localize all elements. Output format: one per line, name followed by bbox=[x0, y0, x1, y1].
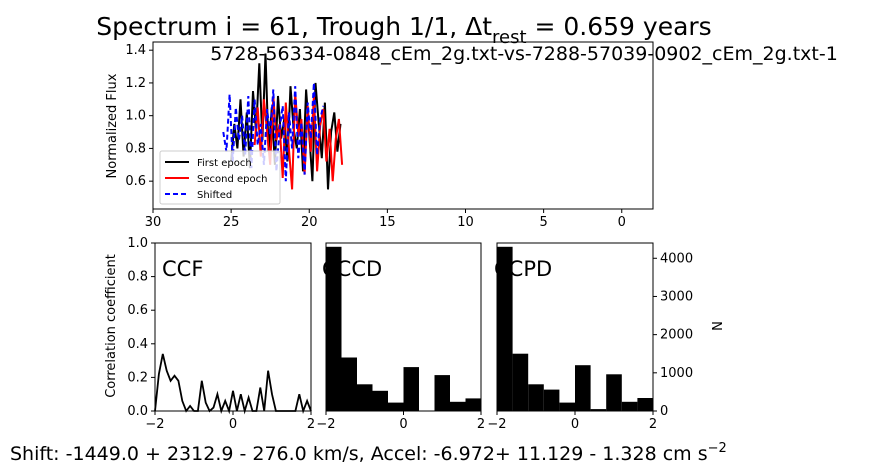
cccd-ticks: −2 0 2 bbox=[316, 411, 485, 432]
spectrum-xtick-label: 10 bbox=[457, 215, 474, 230]
ccpd-xtick-label: 0 bbox=[571, 417, 579, 432]
cccd-histogram bbox=[326, 246, 481, 411]
cccd-xtick-label: 2 bbox=[477, 417, 485, 432]
ccpd-ytick-label: 2000 bbox=[660, 328, 693, 343]
ccf-xtick-label: −2 bbox=[145, 417, 164, 432]
ccpd-bar bbox=[606, 374, 622, 411]
spectrum-xtick-label: 0 bbox=[618, 215, 626, 230]
cccd-bar bbox=[434, 375, 450, 411]
legend: First epoch Second epoch Shifted bbox=[159, 150, 281, 205]
spectrum-axes-frame bbox=[152, 41, 654, 210]
cccd-bar bbox=[450, 401, 466, 411]
title-subscript: rest bbox=[492, 27, 527, 48]
ccpd-bar bbox=[637, 398, 653, 411]
spectrum-xtick-label: 20 bbox=[301, 215, 318, 230]
spectrum-ytick-label: 0.8 bbox=[125, 141, 146, 156]
ccf-ylabel: Correlation coefficient bbox=[104, 254, 119, 398]
ccpd-bar bbox=[621, 401, 638, 411]
ccf-ytick-label: 0.8 bbox=[127, 270, 148, 285]
cccd-bar bbox=[326, 246, 342, 411]
ccpd-bar bbox=[497, 246, 513, 411]
ccpd-bar bbox=[512, 353, 529, 411]
cccd-xtick-label: 0 bbox=[399, 417, 407, 432]
ccf-axes-frame bbox=[154, 242, 312, 412]
cccd-bar bbox=[388, 402, 404, 411]
cccd-panel: −2 0 2 CCCD bbox=[316, 242, 485, 432]
ccf-series bbox=[154, 353, 312, 415]
ccf-line bbox=[154, 353, 312, 415]
ccpd-axes-frame bbox=[496, 242, 654, 412]
legend-box bbox=[159, 150, 281, 205]
ccpd-xtick-label: 2 bbox=[649, 417, 657, 432]
spectrum-ylabel: Normalized Flux bbox=[105, 73, 120, 178]
ccf-ytick-label: 0.2 bbox=[127, 370, 148, 385]
legend-label-shifted: Shifted bbox=[197, 190, 232, 201]
ccpd-bar bbox=[528, 384, 544, 411]
ccf-panel-label: CCF bbox=[162, 257, 203, 281]
spectrum-xtick-label: 15 bbox=[379, 215, 396, 230]
cccd-bar bbox=[465, 398, 481, 411]
footer-superscript: −2 bbox=[708, 441, 727, 456]
ccf-ytick-label: 1.0 bbox=[127, 236, 148, 251]
cccd-panel-label: CCCD bbox=[322, 257, 382, 281]
spectrum-ytick-label: 0.6 bbox=[125, 174, 146, 189]
cccd-bar bbox=[403, 367, 419, 411]
spectrum-panel: 5728-56334-0848_cEm_2g.txt-vs-7288-57039… bbox=[105, 41, 838, 230]
spectrum-subtitle: 5728-56334-0848_cEm_2g.txt-vs-7288-57039… bbox=[210, 43, 838, 65]
spectrum-xtick-label: 5 bbox=[539, 215, 547, 230]
ccf-panel: Correlation coefficient −2 0 2 0.0 0.2 0.4 0.6… bbox=[104, 236, 315, 432]
ccpd-bar bbox=[575, 365, 591, 411]
spectrum-xtick-label: 25 bbox=[223, 215, 240, 230]
footer-main: Shift: -1449.0 + 2312.9 - 276.0 km/s, Ac… bbox=[10, 443, 708, 465]
ccpd-ytick-label: 0 bbox=[660, 404, 668, 419]
ccf-xtick-label: 0 bbox=[229, 417, 237, 432]
ccf-ytick-label: 0.6 bbox=[127, 303, 148, 318]
cccd-bar bbox=[341, 357, 357, 411]
legend-label-first-epoch: First epoch bbox=[197, 158, 252, 169]
ccpd-bar bbox=[559, 402, 575, 411]
ccpd-ytick-label: 3000 bbox=[660, 289, 693, 304]
ccpd-bar bbox=[590, 409, 607, 411]
spectrum-ticks: 30 25 20 15 10 5 0 0.6 0.8 1.0 1.2 1.4 bbox=[125, 43, 626, 230]
figure-title: Spectrum i = 61, Trough 1/1, Δtrest = 0.… bbox=[96, 12, 711, 48]
ccpd-xtick-label: −2 bbox=[487, 417, 506, 432]
ccpd-ylabel: N bbox=[708, 321, 723, 331]
ccpd-bar bbox=[543, 389, 560, 411]
ccpd-panel-label: CCPD bbox=[494, 257, 552, 281]
title-suffix: = 0.659 years bbox=[527, 12, 712, 41]
spectrum-ytick-label: 1.4 bbox=[125, 43, 146, 58]
ccf-xtick-label: 2 bbox=[307, 417, 315, 432]
spectrum-ytick-label: 1.2 bbox=[125, 76, 146, 91]
spectrum-ytick-label: 1.0 bbox=[125, 109, 146, 124]
title-text: Spectrum i = 61, Trough 1/1, Δt bbox=[96, 12, 492, 41]
spectrum-xtick-label: 30 bbox=[145, 215, 162, 230]
legend-label-second-epoch: Second epoch bbox=[197, 174, 267, 185]
cccd-xtick-label: −2 bbox=[316, 417, 335, 432]
ccpd-histogram bbox=[497, 246, 653, 411]
ccpd-ytick-label: 1000 bbox=[660, 366, 693, 381]
cccd-bar bbox=[357, 384, 373, 411]
shifted-line bbox=[222, 82, 325, 182]
cccd-axes-frame bbox=[325, 242, 482, 412]
ccf-ticks: −2 0 2 0.0 0.2 0.4 0.6 0.8 1.0 bbox=[127, 236, 315, 432]
cccd-bar bbox=[372, 390, 388, 411]
footer-text: Shift: -1449.0 + 2312.9 - 276.0 km/s, Ac… bbox=[10, 441, 727, 465]
ccf-ytick-label: 0.4 bbox=[127, 337, 148, 352]
ccf-ytick-label: 0.0 bbox=[127, 404, 148, 419]
ccpd-ytick-label: 4000 bbox=[660, 251, 693, 266]
